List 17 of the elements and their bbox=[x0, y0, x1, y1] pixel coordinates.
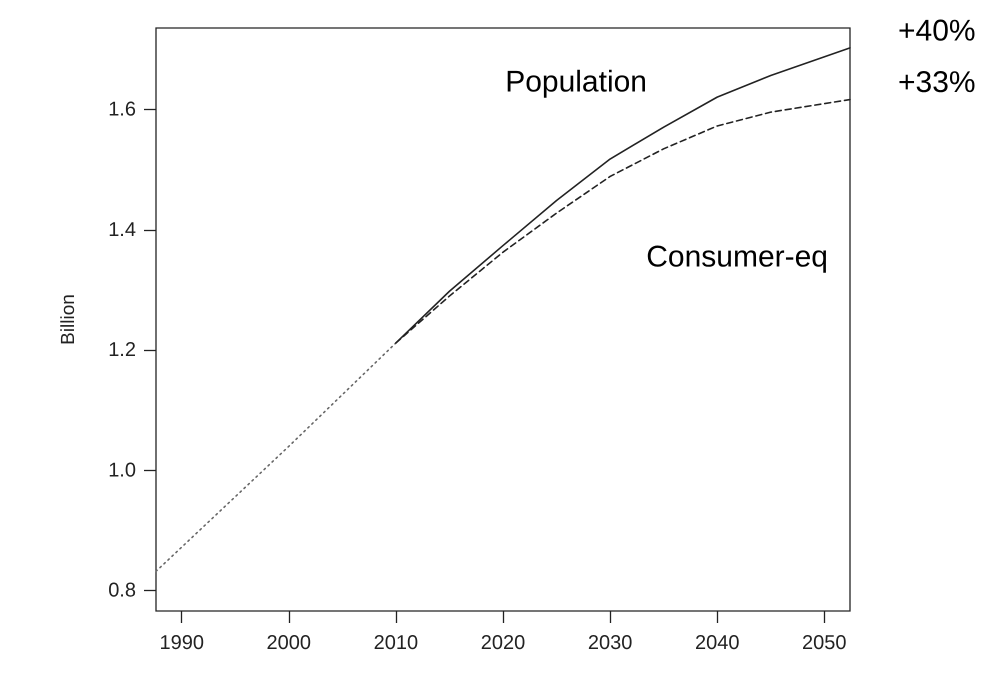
x-tick-label: 1990 bbox=[159, 632, 204, 654]
text: +40% bbox=[898, 14, 976, 48]
x-tick-label: 2010 bbox=[374, 632, 418, 654]
y-tick-label: 1.0 bbox=[108, 459, 136, 482]
x-tick-label: 2050 bbox=[802, 632, 847, 654]
x-tick-label: 2030 bbox=[588, 632, 632, 654]
x-tick-label: 2000 bbox=[266, 632, 312, 654]
y-tick-label: 1.2 bbox=[108, 339, 136, 362]
y-tick-label: 0.8 bbox=[108, 580, 136, 602]
x-tick-label: 2020 bbox=[480, 632, 526, 654]
y-tick-label: 1.4 bbox=[108, 218, 136, 241]
text: +33% bbox=[898, 66, 976, 100]
series-label: Population bbox=[505, 66, 647, 99]
text: Consumer-eq bbox=[646, 240, 828, 274]
y-axis-title: Billion bbox=[58, 294, 79, 345]
y-tick-label: 1.6 bbox=[108, 98, 136, 121]
x-tick-label: 2040 bbox=[694, 632, 740, 654]
